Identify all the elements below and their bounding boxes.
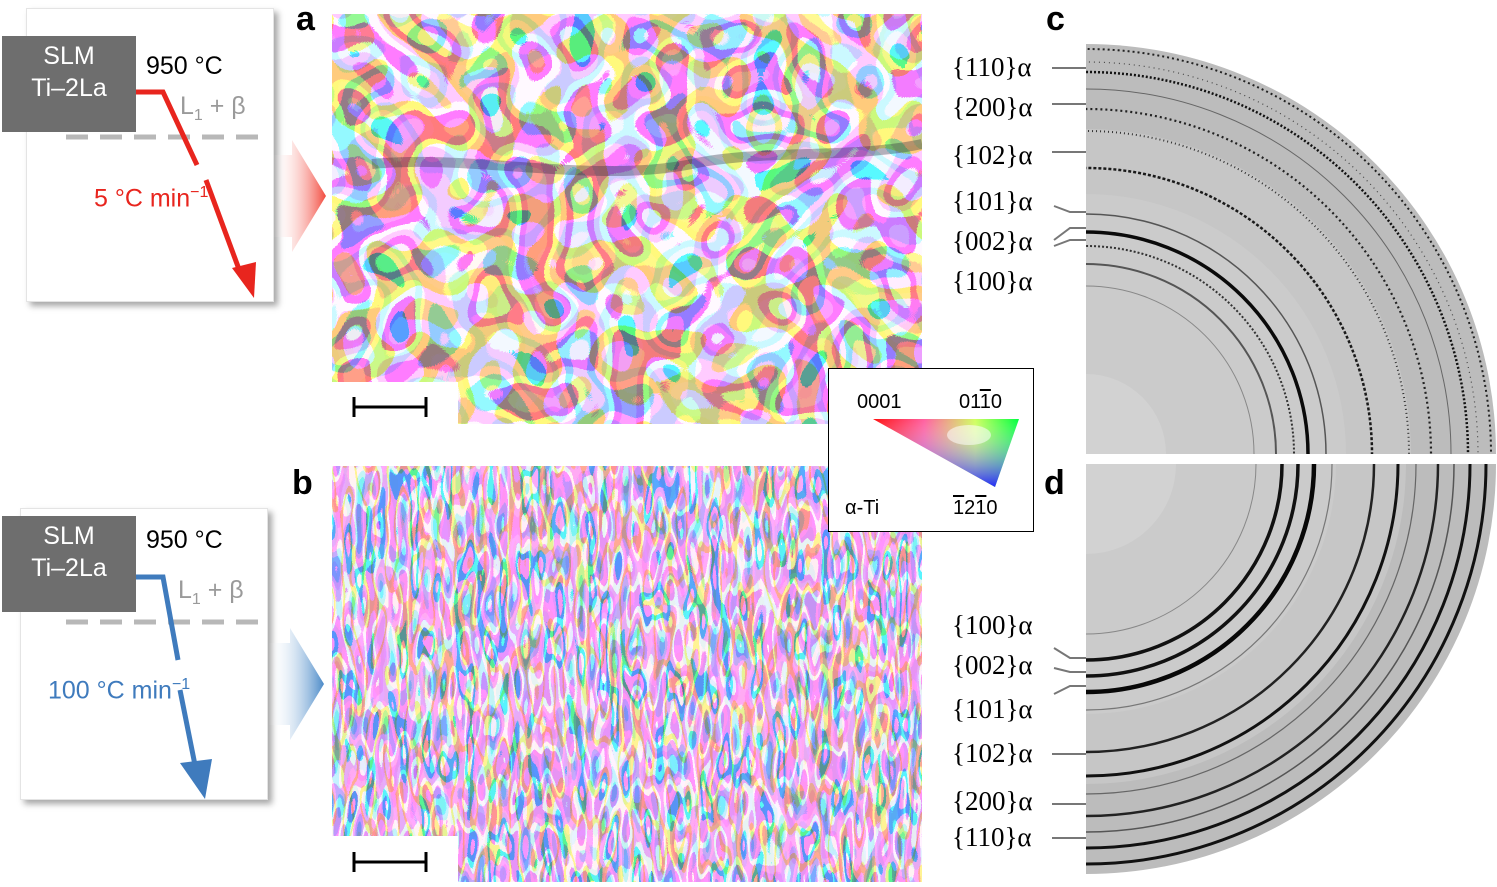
cooling-rate-fast: 100 °C min−1 <box>48 676 190 705</box>
scale-bar-b <box>352 852 428 872</box>
alloy-line2: Ti–2La <box>31 554 107 582</box>
cooling-rate-slow: 5 °C min−1 <box>94 184 208 213</box>
ipf-triangle <box>873 419 1019 487</box>
phase-suffix: + β <box>200 576 244 604</box>
scale-bar-box-a <box>332 382 458 424</box>
rate-text: 5 °C min <box>94 184 191 213</box>
temperature-label-fast: 950 °C <box>146 526 223 554</box>
phase-sub: 1 <box>191 591 201 608</box>
ring-label-c-002: {002}α <box>952 226 1033 256</box>
ipf-corner-0001: 0001 <box>857 391 902 413</box>
corner-part: 01 <box>959 391 980 413</box>
ring-label-c-102: {102}α <box>952 140 1033 170</box>
panel-label-b: b <box>292 464 313 502</box>
ring-label-c-100: {100}α <box>952 266 1033 296</box>
alloy-line1: SLM <box>43 42 95 70</box>
ring-label-d-200: {200}α <box>952 786 1033 816</box>
ring-label-d-002: {002}α <box>952 650 1033 680</box>
scale-bar-a <box>352 397 428 417</box>
ring-label-d-101: {101}α <box>952 694 1033 724</box>
corner-bar: 1 <box>979 391 991 413</box>
alloy-tag-slow: SLM Ti–2La <box>2 36 136 132</box>
alloy-line1: SLM <box>43 522 95 550</box>
ring-label-c-110: {110}α <box>952 52 1032 82</box>
panel-label-d: d <box>1044 464 1065 502</box>
ipf-color-key: 0001 0110 α-Ti 1210 <box>828 368 1034 532</box>
ring-label-d-102: {102}α <box>952 738 1033 768</box>
rate-text: 100 °C min <box>48 676 172 705</box>
corner-part: 0 <box>986 497 998 519</box>
panel-label-a: a <box>296 0 315 38</box>
ring-leader-lines-c <box>1052 67 1086 247</box>
corner-bar: 1 <box>953 497 965 519</box>
diffraction-pattern-d <box>1086 464 1496 874</box>
phase-label-fast: L1 + β <box>178 576 244 609</box>
scale-bar-box-b <box>332 836 458 882</box>
ipf-map-equiaxed <box>332 14 922 424</box>
phase-prefix: L <box>180 92 194 120</box>
ipf-map-columnar <box>332 466 922 882</box>
panel-label-c: c <box>1046 0 1065 38</box>
ring-label-c-101: {101}α <box>952 186 1033 216</box>
diffraction-pattern-c <box>1086 44 1496 454</box>
alloy-line2: Ti–2La <box>31 74 107 102</box>
rate-sup: −1 <box>171 676 191 693</box>
phase-suffix: + β <box>202 92 246 120</box>
ring-label-d-110: {110}α <box>952 822 1032 852</box>
ipf-corner-1-210: 1210 <box>953 497 998 520</box>
ring-leader-lines-d <box>1052 647 1086 839</box>
ipf-phase-label: α-Ti <box>845 497 880 519</box>
rate-sup: −1 <box>190 184 209 201</box>
corner-part: 2 <box>964 497 976 519</box>
temperature-label-slow: 950 °C <box>146 52 223 80</box>
ipf-corner-01-10: 0110 <box>959 391 1002 414</box>
corner-part: 0 <box>990 391 1003 413</box>
corner-bar: 1 <box>975 497 987 519</box>
phase-prefix: L <box>178 576 192 604</box>
phase-sub: 1 <box>193 107 203 124</box>
alloy-tag-fast: SLM Ti–2La <box>2 516 136 612</box>
ring-label-c-200: {200}α <box>952 92 1033 122</box>
cooling-path-fast <box>66 574 324 799</box>
phase-label-slow: L1 + β <box>180 92 246 125</box>
cooling-path-slow <box>66 89 326 298</box>
ring-label-d-100: {100}α <box>952 610 1033 640</box>
